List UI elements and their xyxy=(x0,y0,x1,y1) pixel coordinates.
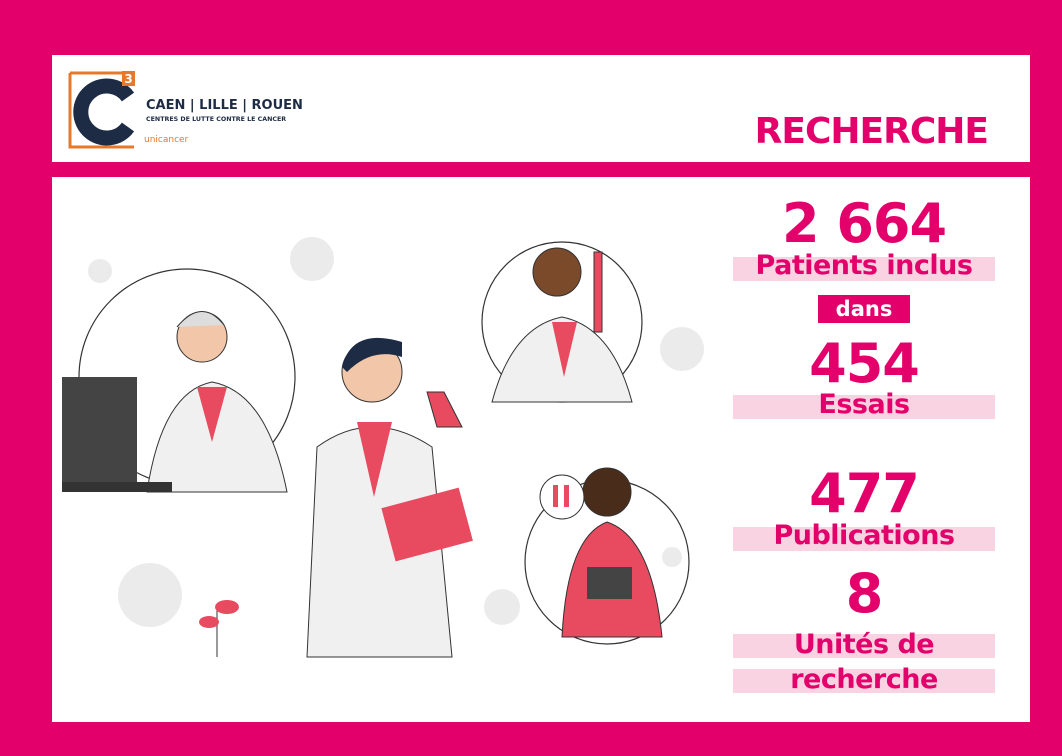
logo-superscript: 3 xyxy=(124,72,132,86)
logo-c xyxy=(81,86,128,138)
stat-value: 2 664 xyxy=(733,197,995,251)
stat-label: Essais xyxy=(733,391,995,418)
page: 3 CAEN | LILLE | ROUEN CENTRES DE LUTTE … xyxy=(0,0,1062,756)
stat-value: 454 xyxy=(733,337,995,391)
scientist-1 xyxy=(62,311,287,492)
connector: dans xyxy=(818,295,910,323)
content: 2 664 Patients inclus dans 454 Essais 47… xyxy=(52,177,1030,722)
stat-value: 477 xyxy=(733,467,995,521)
header: 3 CAEN | LILLE | ROUEN CENTRES DE LUTTE … xyxy=(52,55,1030,162)
logo-subtitle: CENTRES DE LUTTE CONTRE LE CANCER xyxy=(146,116,286,123)
logo-network: unicancer xyxy=(144,135,189,145)
stat-label: Patients inclus xyxy=(733,252,995,279)
scientist-4 xyxy=(540,468,662,637)
plant xyxy=(199,600,239,657)
stat-label: Publications xyxy=(733,522,995,549)
stat-label: recherche xyxy=(733,666,995,693)
logo: 3 CAEN | LILLE | ROUEN CENTRES DE LUTTE … xyxy=(66,69,316,154)
title: RECHERCHE xyxy=(755,111,988,152)
scientist-3 xyxy=(492,248,632,402)
scientist-2 xyxy=(307,338,473,657)
logo-cities: CAEN | LILLE | ROUEN xyxy=(146,98,303,113)
stat-value: 8 xyxy=(733,567,995,621)
illustration xyxy=(52,177,712,722)
stat-label: Unités de xyxy=(733,631,995,658)
